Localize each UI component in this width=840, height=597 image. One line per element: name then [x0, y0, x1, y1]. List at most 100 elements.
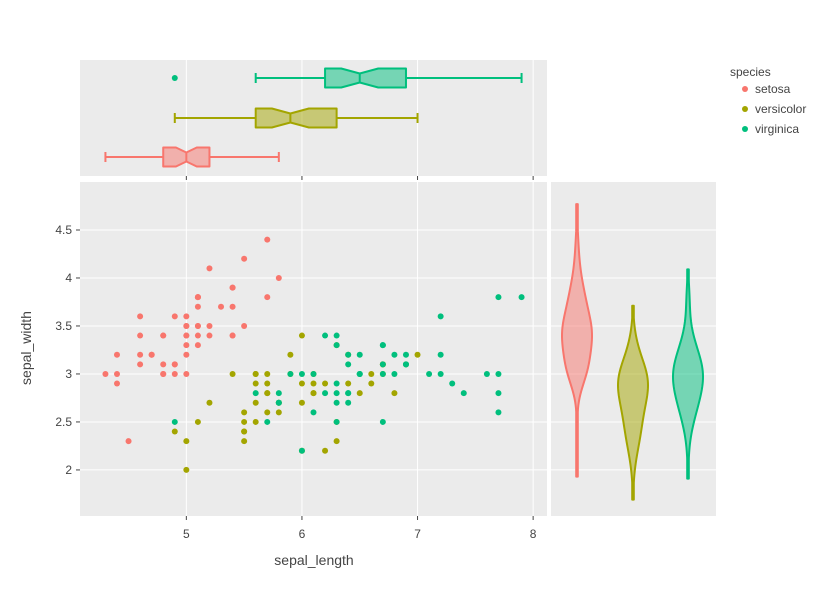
box-body: [324, 67, 407, 89]
x-tick-label: 8: [530, 527, 537, 541]
scatter-plot: [102, 236, 525, 473]
scatter-point: [137, 361, 144, 368]
scatter-point: [298, 399, 305, 406]
scatter-point: [194, 332, 201, 339]
scatter-point: [495, 390, 502, 397]
scatter-point: [183, 466, 190, 473]
scatter-point: [333, 380, 340, 387]
scatter-point: [252, 390, 259, 397]
scatter-point: [102, 370, 109, 377]
y-tick-label: 3.5: [55, 319, 72, 333]
scatter-point: [298, 332, 305, 339]
scatter-point: [241, 418, 248, 425]
scatter-point: [426, 370, 433, 377]
scatter-point: [275, 274, 282, 281]
scatter-point: [368, 370, 375, 377]
scatter-point: [333, 342, 340, 349]
marginal-violin-plot: [561, 203, 704, 501]
scatter-point: [379, 361, 386, 368]
scatter-point: [391, 390, 398, 397]
scatter-point: [379, 342, 386, 349]
y-tick-label: 4: [65, 271, 72, 285]
scatter-point: [356, 390, 363, 397]
legend-label-setosa: setosa: [755, 82, 791, 96]
scatter-point: [264, 418, 271, 425]
scatter-point: [310, 409, 317, 416]
scatter-point: [183, 351, 190, 358]
box-setosa: [104, 146, 280, 168]
scatter-point: [218, 303, 225, 310]
scatter-point: [183, 370, 190, 377]
scatter-point: [495, 294, 502, 301]
scatter-point: [252, 399, 259, 406]
scatter-point: [356, 351, 363, 358]
scatter-point: [125, 438, 132, 445]
scatter-point: [264, 380, 271, 387]
scatter-point: [275, 390, 282, 397]
scatter-point: [171, 370, 178, 377]
scatter-point: [229, 332, 236, 339]
main-plot-area: [80, 182, 547, 516]
scatter-point: [252, 380, 259, 387]
scatter-point: [171, 313, 178, 320]
scatter-point: [345, 361, 352, 368]
scatter-point: [241, 255, 248, 262]
legend-marker-versicolor: [742, 106, 748, 112]
scatter-point: [137, 313, 144, 320]
scatter-point: [298, 447, 305, 454]
scatter-point: [345, 399, 352, 406]
scatter-point: [241, 322, 248, 329]
scatter-point: [264, 370, 271, 377]
scatter-point: [252, 370, 259, 377]
scatter-point: [287, 351, 294, 358]
y-tick-label: 4.5: [55, 223, 72, 237]
scatter-point: [495, 409, 502, 416]
scatter-point: [194, 418, 201, 425]
scatter-point: [345, 351, 352, 358]
scatter-point: [113, 380, 120, 387]
legend: species setosa versicolor virginica: [730, 65, 806, 136]
scatter-point: [379, 370, 386, 377]
scatter-point: [241, 409, 248, 416]
scatter-point: [264, 390, 271, 397]
y-tick-label: 2.5: [55, 415, 72, 429]
legend-marker-setosa: [742, 86, 748, 92]
legend-label-virginica: virginica: [755, 122, 799, 136]
scatter-point: [275, 409, 282, 416]
scatter-point: [322, 447, 329, 454]
y-tick-label: 2: [65, 463, 72, 477]
plot-backgrounds: [80, 60, 716, 516]
scatter-point: [160, 370, 167, 377]
scatter-point: [460, 390, 467, 397]
box-body: [254, 107, 338, 129]
scatter-point: [113, 370, 120, 377]
box-versicolor: [173, 107, 419, 129]
scatter-point: [183, 332, 190, 339]
scatter-point: [183, 438, 190, 445]
scatter-point: [171, 418, 178, 425]
scatter-point: [194, 322, 201, 329]
scatter-point: [414, 351, 421, 358]
scatter-point: [310, 370, 317, 377]
scatter-point: [148, 351, 155, 358]
scatter-point: [298, 370, 305, 377]
scatter-point: [252, 418, 259, 425]
series-virginica: [171, 294, 525, 454]
scatter-point: [402, 361, 409, 368]
scatter-point: [264, 409, 271, 416]
scatter-point: [194, 303, 201, 310]
scatter-point: [437, 313, 444, 320]
scatter-point: [241, 438, 248, 445]
x-tick-label: 7: [414, 527, 421, 541]
scatter-point: [171, 361, 178, 368]
scatter-point: [206, 265, 213, 272]
scatter-point: [287, 370, 294, 377]
scatter-point: [113, 351, 120, 358]
scatter-point: [137, 351, 144, 358]
scatter-point: [275, 399, 282, 406]
scatter-point: [345, 390, 352, 397]
scatter-point: [437, 351, 444, 358]
y-axis-title: sepal_width: [18, 311, 34, 385]
box-virginica: [171, 67, 523, 89]
